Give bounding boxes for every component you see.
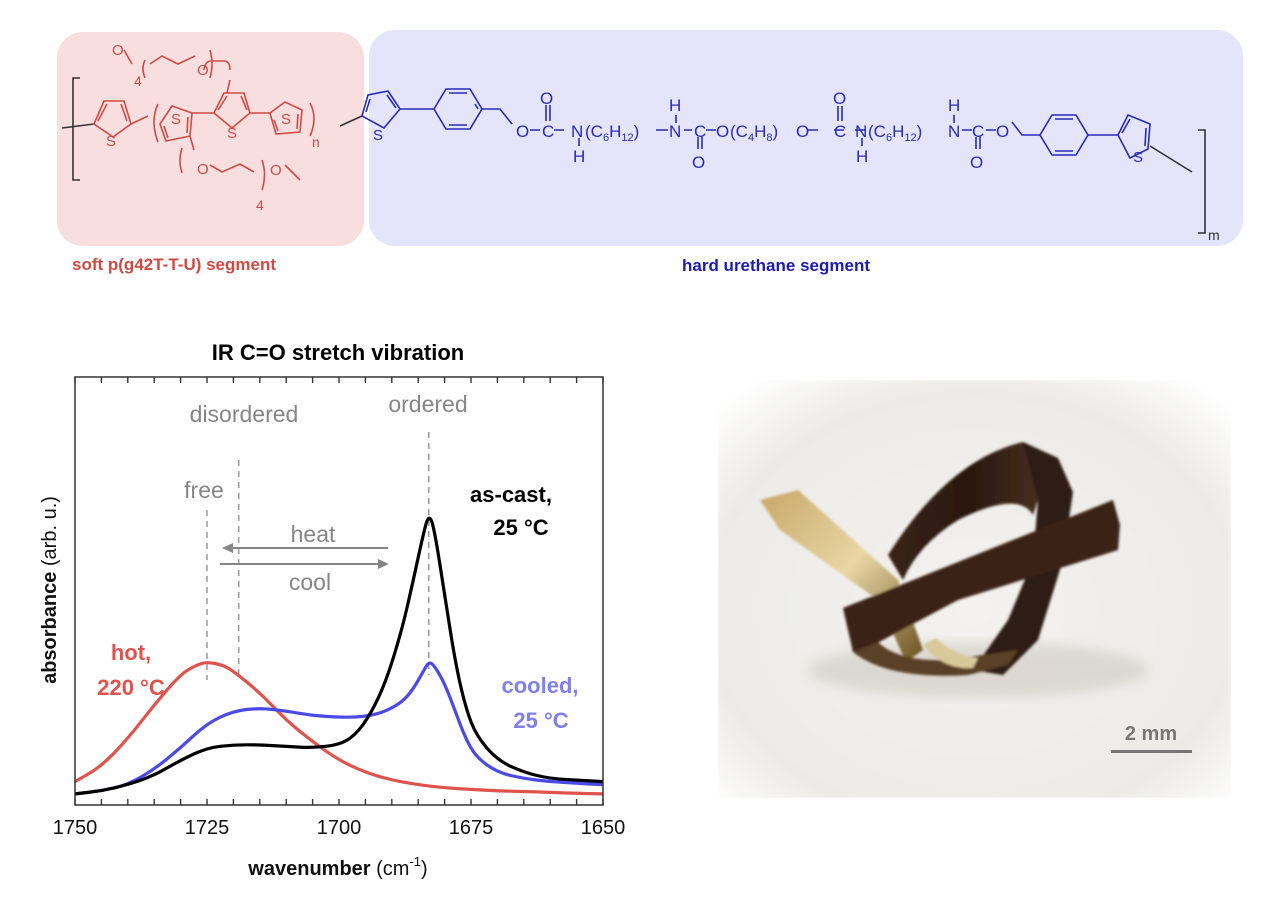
label-hot-temp: 220 °C <box>97 675 165 700</box>
hydrogen-label: H <box>948 96 960 115</box>
hard-segment-box <box>369 30 1243 246</box>
c4h8-group: (C4H8) <box>730 122 778 144</box>
hydrogen-label: H <box>669 96 681 115</box>
sulfur-label: S <box>171 111 181 128</box>
oxygen-label: O <box>197 161 209 178</box>
annotation-disordered: disordered <box>190 401 299 427</box>
sample-photo: 2 mm <box>718 380 1231 798</box>
hydrogen-label: H <box>856 147 868 166</box>
hard-segment-structure <box>339 88 1206 234</box>
hard-segment-label: hard urethane segment <box>682 256 870 275</box>
c6h12-group: (C6H12) <box>868 122 922 144</box>
label-as-cast: as-cast, <box>470 482 552 507</box>
plot-frame <box>74 376 604 806</box>
carbon-label: C <box>542 122 554 141</box>
arrow-head-right-icon <box>378 559 389 569</box>
x-tick-label: 1700 <box>317 817 362 839</box>
hydrogen-label: H <box>573 147 585 166</box>
sulfur-label: S <box>373 127 383 144</box>
x-tick-label: 1725 <box>185 817 230 839</box>
heat-cool-arrows <box>220 543 389 569</box>
carbon-label: C <box>972 122 984 141</box>
repeat-n-label: n <box>312 134 320 150</box>
oxygen-label: O <box>996 122 1009 141</box>
soft-segment-label: soft p(g42T-T-U) segment <box>72 255 277 274</box>
annotation-ordered: ordered <box>388 391 467 417</box>
spectrum-series <box>74 516 604 796</box>
x-tick-label: 1750 <box>53 817 98 839</box>
x-tick-label: 1675 <box>449 817 494 839</box>
soft-segment-atoms: S S S S n O O 4 O O 4 <box>106 42 320 213</box>
oxygen-label: O <box>516 122 529 141</box>
series-labels: as-cast, 25 °C hot, 220 °C cooled, 25 °C <box>97 482 578 733</box>
oxygen-label: O <box>970 153 983 172</box>
scale-bar-label: 2 mm <box>1125 723 1177 745</box>
annotation-heat: heat <box>291 521 336 547</box>
x-axis-label: wavenumber (cm-1) <box>247 854 427 880</box>
ir-spectrum-chart: 1750 1725 1700 1675 1650 disordered ordered … <box>39 376 626 880</box>
ribbon-knot-photo: 2 mm <box>718 380 1231 798</box>
series-line <box>74 661 604 796</box>
repeat-m-label: m <box>1208 227 1220 243</box>
arrow-head-left-icon <box>222 543 233 553</box>
sulfur-label: S <box>1133 149 1143 166</box>
axis-ticks <box>74 377 604 805</box>
nitrogen-label: N <box>948 122 960 141</box>
soft-segment-structure <box>61 49 315 191</box>
label-cooled: cooled, <box>501 673 578 698</box>
chart-title: IR C=O stretch vibration <box>211 340 465 365</box>
sulfur-label: S <box>281 111 291 128</box>
reference-lines <box>206 432 430 680</box>
x-tick-label: 1650 <box>581 817 626 839</box>
oxygen-label: O <box>270 162 282 179</box>
x-tick-labels: 1750 1725 1700 1675 1650 <box>53 817 626 839</box>
hard-segment-atoms: S O O C N H (C6H12) H N C O O (C4H8) O O… <box>373 89 1143 172</box>
scale-bar-line <box>1111 750 1192 753</box>
series-line <box>74 661 604 796</box>
oxygen-label: O <box>540 89 553 108</box>
annotations: disordered ordered free heat cool <box>184 391 467 595</box>
sulfur-label: S <box>106 133 116 150</box>
annotation-free: free <box>184 477 224 503</box>
chemical-structure: S S S S n O O 4 O O 4 <box>61 42 1220 243</box>
annotation-cool: cool <box>289 569 331 595</box>
y-axis-label: absorbance (arb. u.) <box>39 496 61 684</box>
oxygen-label: O <box>197 62 209 79</box>
soft-segment-box <box>57 32 364 246</box>
label-hot: hot, <box>111 640 151 665</box>
nitrogen-label: N <box>855 122 867 141</box>
c6h12-group: (C6H12) <box>585 122 639 144</box>
series-line <box>74 516 604 796</box>
side-chain-count: 4 <box>134 73 142 89</box>
oxygen-label: O <box>112 42 124 59</box>
carbon-label: C <box>834 122 846 141</box>
label-as-cast-temp: 25 °C <box>493 515 548 540</box>
scale-bar: 2 mm <box>1111 723 1192 753</box>
carbon-label: C <box>694 122 706 141</box>
oxygen-label: O <box>796 122 809 141</box>
oxygen-label: O <box>833 89 846 108</box>
oxygen-label: O <box>716 122 729 141</box>
nitrogen-label: N <box>669 122 681 141</box>
oxygen-label: O <box>692 153 705 172</box>
label-cooled-temp: 25 °C <box>513 708 568 733</box>
nitrogen-label: N <box>571 122 583 141</box>
side-chain-count: 4 <box>256 197 264 213</box>
sulfur-label: S <box>227 125 237 142</box>
